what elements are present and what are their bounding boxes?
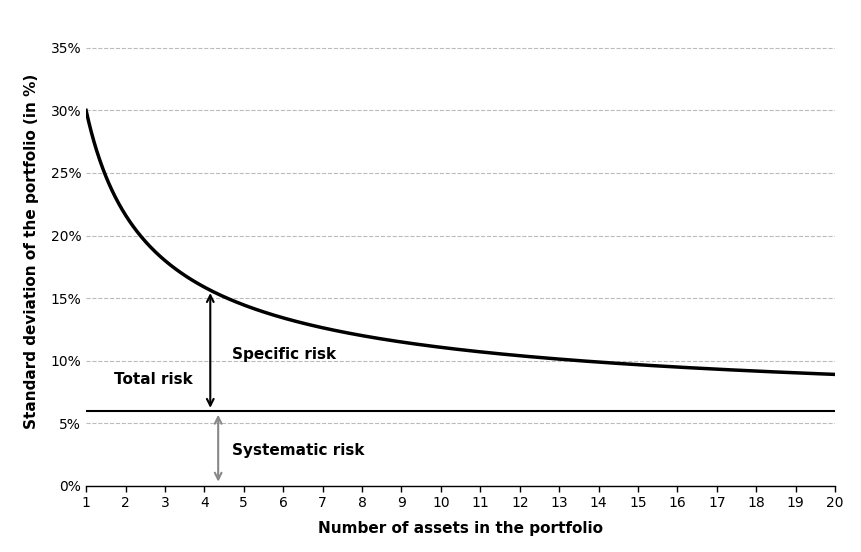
Text: Systematic risk: Systematic risk xyxy=(232,443,364,458)
X-axis label: Number of assets in the portfolio: Number of assets in the portfolio xyxy=(318,521,604,537)
Text: Total risk: Total risk xyxy=(114,372,193,387)
Text: Specific risk: Specific risk xyxy=(232,347,336,362)
Y-axis label: Standard deviation of the portfolio (in %): Standard deviation of the portfolio (in … xyxy=(24,73,40,429)
